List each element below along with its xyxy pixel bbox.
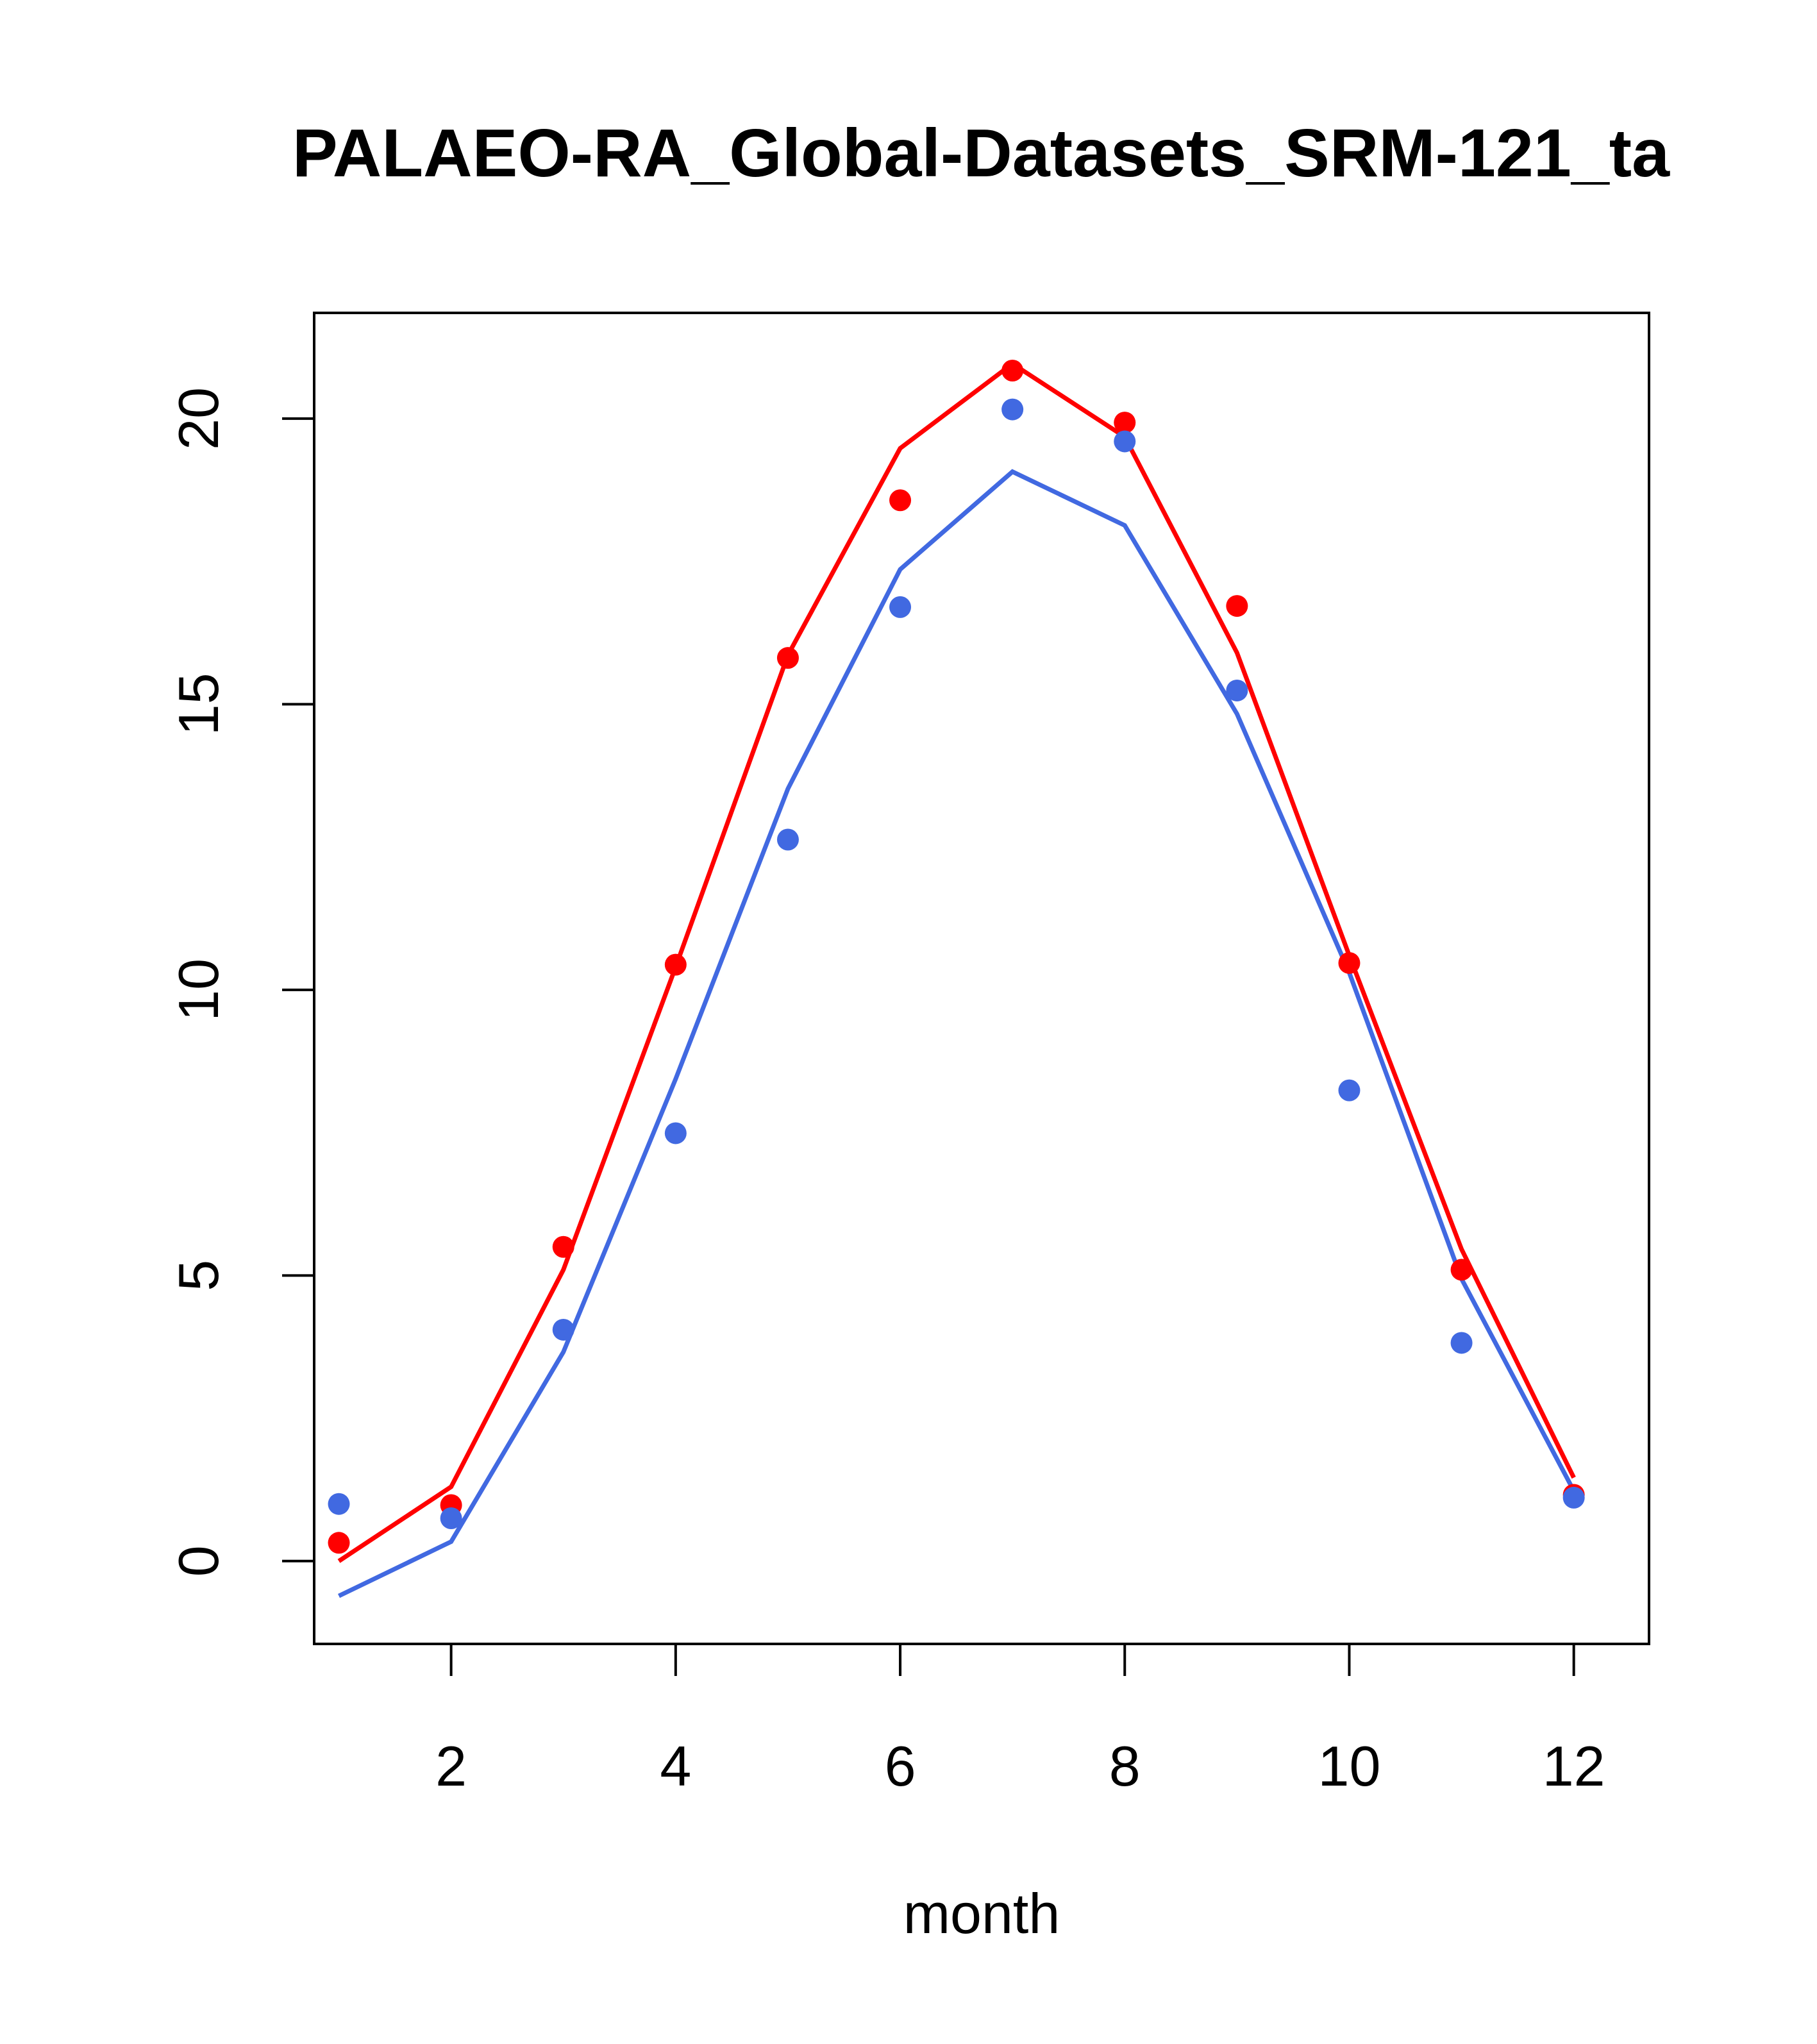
y-tick-label: 10 <box>167 959 230 1021</box>
y-axis: 0 5 10 15 20 <box>167 387 315 1577</box>
red-point <box>1001 359 1024 381</box>
blue-point <box>328 1493 350 1515</box>
red-point <box>1338 951 1361 974</box>
blue-point <box>664 1122 687 1144</box>
x-tick-label: 10 <box>1318 1734 1381 1798</box>
red-point <box>1450 1259 1473 1281</box>
series-layer <box>328 359 1585 1598</box>
blue-point <box>1226 679 1248 701</box>
red-line <box>337 361 1576 1563</box>
blue-point <box>776 828 799 851</box>
x-tick-label: 2 <box>435 1734 467 1798</box>
x-tick-label: 4 <box>660 1734 691 1798</box>
y-tick-label: 15 <box>167 673 230 735</box>
blue-point <box>440 1507 462 1529</box>
red-point <box>664 953 687 976</box>
blue-point <box>552 1318 574 1341</box>
x-axis: 2 4 6 8 10 12 <box>435 1643 1605 1798</box>
x-tick-label: 8 <box>1109 1734 1141 1798</box>
blue-line <box>337 469 1576 1598</box>
blue-point <box>1114 430 1136 453</box>
red-point <box>889 489 912 512</box>
chart-title: PALAEO-RA_Global-Datasets_SRM-121_ta <box>292 115 1670 191</box>
y-tick-label: 5 <box>167 1260 230 1291</box>
red-point <box>1226 595 1248 617</box>
blue-point <box>1450 1332 1473 1354</box>
red-point <box>552 1236 574 1258</box>
red-point <box>1114 412 1136 434</box>
red-point <box>776 647 799 669</box>
blue-point <box>1562 1486 1585 1509</box>
blue-point <box>1001 398 1024 421</box>
plot-frame <box>313 312 1650 1645</box>
blue-point <box>1338 1079 1361 1102</box>
red-point <box>328 1532 350 1554</box>
y-tick-label: 0 <box>167 1545 230 1577</box>
x-tick-label: 6 <box>885 1734 916 1798</box>
x-tick-label: 12 <box>1543 1734 1605 1798</box>
y-tick-label: 20 <box>167 387 230 450</box>
x-axis-label: month <box>903 1882 1060 1945</box>
blue-point <box>889 596 912 618</box>
